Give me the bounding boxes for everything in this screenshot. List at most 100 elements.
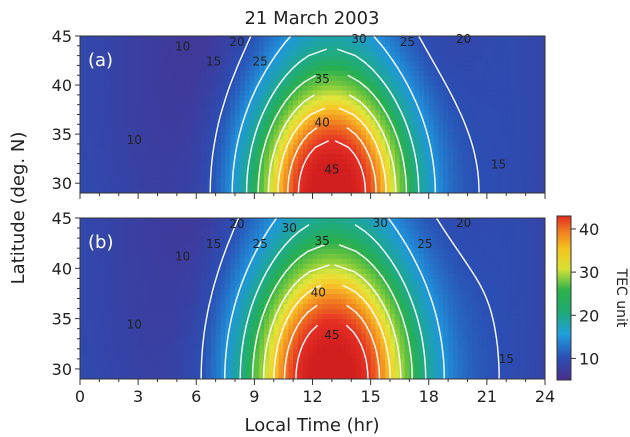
heatmap-cell — [477, 188, 483, 193]
heatmap-cell — [462, 124, 469, 130]
heatmap-cell — [264, 348, 270, 355]
heatmap-cell — [225, 253, 231, 259]
heatmap-cell — [399, 40, 406, 47]
heatmap-cell — [317, 373, 323, 379]
heatmap-cell — [297, 168, 304, 174]
heatmap-cell — [89, 153, 96, 160]
heatmap-cell — [293, 70, 299, 76]
heatmap-cell — [278, 143, 285, 150]
heatmap-cell — [84, 153, 91, 160]
heatmap-cell — [457, 75, 464, 81]
heatmap-cell — [123, 129, 130, 135]
heatmap-cell — [133, 94, 139, 101]
heatmap-cell — [244, 368, 251, 375]
heatmap-cell — [283, 263, 289, 269]
heatmap-cell — [288, 94, 294, 101]
heatmap-cell — [89, 80, 96, 86]
heatmap-cell — [244, 288, 251, 295]
heatmap-cell — [312, 333, 318, 340]
heatmap-cell — [297, 323, 304, 330]
heatmap-cell — [457, 89, 464, 96]
heatmap-cell — [230, 85, 236, 91]
heatmap-cell — [162, 134, 168, 140]
heatmap-cell — [249, 243, 255, 249]
heatmap-cell — [482, 70, 488, 76]
heatmap-cell — [254, 104, 260, 111]
heatmap-cell — [225, 318, 231, 325]
heatmap-cell — [351, 353, 357, 360]
heatmap-cell — [297, 223, 304, 229]
heatmap-cell — [249, 75, 255, 81]
heatmap-cell — [133, 168, 139, 174]
heatmap-cell — [390, 104, 396, 111]
heatmap-cell — [322, 313, 328, 320]
heatmap-cell — [181, 248, 188, 254]
heatmap-cell — [322, 368, 328, 375]
heatmap-cell — [438, 158, 444, 165]
heatmap-cell — [341, 303, 347, 310]
heatmap-cell — [443, 109, 449, 116]
heatmap-cell — [317, 124, 323, 130]
heatmap-cell — [506, 65, 512, 71]
heatmap-cell — [215, 288, 222, 295]
heatmap-cell — [486, 89, 493, 96]
heatmap-cell — [327, 243, 333, 249]
heatmap-cell — [109, 333, 115, 340]
heatmap-cell — [520, 60, 527, 67]
heatmap-cell — [288, 173, 294, 179]
heatmap-cell — [94, 278, 100, 285]
heatmap-cell — [462, 65, 469, 71]
heatmap-cell — [288, 293, 294, 300]
heatmap-cell — [346, 263, 352, 269]
heatmap-cell — [225, 85, 231, 91]
heatmap-cell — [443, 163, 449, 170]
heatmap-cell — [297, 99, 304, 106]
heatmap-cell — [157, 158, 163, 165]
heatmap-cell — [278, 228, 285, 234]
heatmap-cell — [109, 89, 115, 96]
heatmap-cell — [322, 308, 328, 315]
heatmap-cell — [327, 143, 333, 150]
heatmap-cell — [322, 343, 328, 350]
heatmap-cell — [147, 263, 154, 269]
heatmap-cell — [283, 129, 289, 135]
heatmap-cell — [506, 109, 512, 116]
heatmap-cell — [312, 75, 318, 81]
heatmap-cell — [138, 178, 144, 184]
heatmap-cell — [482, 40, 488, 47]
heatmap-cell — [520, 188, 527, 193]
heatmap-cell — [225, 223, 231, 229]
heatmap-cell — [268, 173, 275, 179]
heatmap-cell — [104, 283, 110, 290]
heatmap-cell — [162, 36, 168, 42]
heatmap-cell — [297, 268, 304, 274]
heatmap-cell — [385, 65, 391, 71]
heatmap-cell — [94, 148, 100, 155]
heatmap-cell — [118, 168, 125, 174]
heatmap-cell — [530, 45, 536, 52]
heatmap-cell — [264, 124, 270, 130]
heatmap-cell — [152, 153, 159, 160]
heatmap-cell — [123, 139, 130, 145]
heatmap-cell — [201, 94, 207, 101]
heatmap-cell — [128, 50, 134, 57]
heatmap-cell — [89, 99, 96, 106]
heatmap-cell — [118, 158, 125, 165]
contour-line-30 — [349, 94, 397, 193]
heatmap-cell — [109, 114, 115, 121]
heatmap-cell — [380, 139, 386, 145]
heatmap-cell — [99, 268, 105, 274]
heatmap-cell — [84, 288, 91, 295]
heatmap-cell — [113, 333, 120, 340]
heatmap-cell — [472, 188, 478, 193]
heatmap-cell — [138, 358, 144, 365]
heatmap-cell — [530, 168, 536, 174]
heatmap-cell — [515, 148, 522, 155]
heatmap-cell — [80, 153, 86, 160]
heatmap-cell — [162, 104, 168, 111]
heatmap-cell — [486, 65, 493, 71]
heatmap-cell — [312, 218, 318, 224]
heatmap-cell — [220, 109, 226, 116]
heatmap-cell — [196, 303, 202, 310]
